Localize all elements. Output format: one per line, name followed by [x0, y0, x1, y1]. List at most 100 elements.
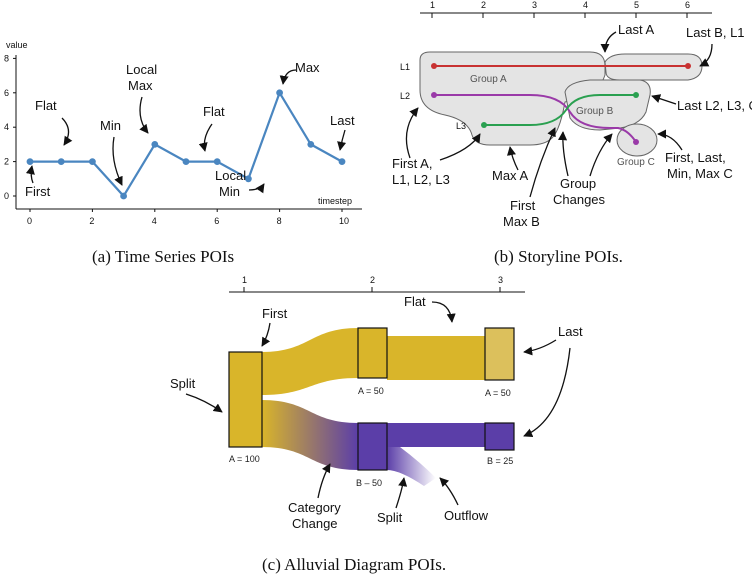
sl-group-b	[564, 79, 651, 131]
ts-data-point	[89, 158, 96, 166]
sl-ann-first-last-c-2: Min, Max C	[667, 166, 733, 181]
al-tick-label: 2	[370, 275, 375, 285]
ts-data-point	[338, 158, 346, 166]
caption-b: (b) Storyline POIs.	[494, 247, 623, 266]
sl-arrow-first-a-2	[439, 133, 481, 161]
sl-arrow-group-changes-1	[558, 131, 569, 177]
ts-arrow-first	[25, 165, 35, 184]
al-ann-category-1: Category	[288, 500, 341, 515]
sl-tick-label: 1	[430, 0, 435, 10]
ts-data-point	[307, 141, 315, 148]
ts-y-tick-label: 2	[4, 157, 9, 167]
sl-point-l3-end	[633, 92, 639, 98]
ts-arrow-last	[337, 129, 347, 151]
ts-ann-localmax-1: Local	[126, 62, 157, 77]
al-ann-split2: Split	[377, 510, 403, 525]
ts-y-tick-label: 6	[4, 88, 9, 98]
al-axis-ticks: 1 2 3	[242, 275, 503, 292]
sl-ann-first-a-1: First A,	[392, 156, 432, 171]
al-arrow-category	[317, 463, 331, 499]
ts-data-point	[120, 192, 127, 200]
sl-group-label-a: Group A	[470, 74, 507, 85]
sl-arrow-group-changes-2	[589, 133, 613, 177]
ts-x-tick-label: 0	[27, 216, 32, 226]
al-arrow-first	[261, 322, 271, 347]
ts-points	[26, 89, 346, 200]
al-arrow-outflow	[439, 477, 459, 506]
ts-data-point	[276, 89, 283, 97]
sl-arrow-first-last-c	[657, 129, 683, 151]
ts-ann-flat1: Flat	[35, 98, 57, 113]
al-arrow-last-2	[523, 347, 571, 438]
al-node-1	[228, 351, 263, 448]
ts-ann-first: First	[25, 184, 51, 199]
al-ann-category-2: Change	[292, 516, 338, 531]
ts-arrow-localmax	[139, 96, 149, 134]
al-tick-label: 3	[498, 275, 503, 285]
sl-ann-group-changes-1: Group	[560, 176, 596, 191]
ts-ann-last: Last	[330, 113, 355, 128]
sl-point-l1-end	[685, 63, 691, 69]
sl-arrow-last-l2	[651, 94, 677, 105]
ts-x-ticks: 0 2 4 6 8 10	[27, 209, 349, 226]
sl-ann-last-a: Last A	[618, 22, 654, 37]
sl-point-l2-start	[431, 92, 437, 98]
al-label-n1: A = 100	[229, 454, 260, 464]
al-ann-outflow: Outflow	[444, 508, 489, 523]
al-node-3a	[484, 327, 515, 381]
ts-ann-flat2: Flat	[203, 104, 225, 119]
sl-point-l2-end	[633, 139, 639, 145]
sl-arrow-max-a	[506, 146, 519, 171]
ts-x-tick-label: 8	[277, 216, 282, 226]
sl-tick-label: 2	[481, 0, 486, 10]
sl-ann-first-last-c-1: First, Last,	[665, 150, 726, 165]
al-arrow-flat	[431, 301, 456, 323]
ts-y-ticks: 0 2 4 6 8	[4, 53, 16, 201]
ts-arrow-max	[279, 69, 297, 85]
ts-ann-localmin-1: Local	[215, 168, 246, 183]
ts-y-tick-label: 4	[4, 122, 9, 132]
ts-data-point	[182, 158, 190, 166]
ts-ann-localmin-2: Min	[219, 184, 240, 199]
sl-arrow-first-max-b	[529, 127, 556, 198]
ts-data-point	[151, 141, 159, 148]
sl-point-l1-start	[431, 63, 437, 69]
al-arrow-split1	[185, 393, 223, 413]
ts-data-point	[26, 158, 34, 166]
sl-label-l2: L2	[400, 91, 410, 101]
al-node-2b	[357, 422, 388, 471]
al-flow-outflow	[387, 447, 436, 486]
al-node-2a	[357, 327, 388, 379]
al-node-3b	[484, 422, 515, 451]
ts-data-point	[245, 175, 252, 183]
sl-group-label-b: Group B	[576, 106, 614, 117]
sl-ann-first-a-2: L1, L2, L3	[392, 172, 450, 187]
al-ann-first: First	[262, 306, 288, 321]
sl-tick-label: 5	[634, 0, 639, 10]
sl-ann-first-max-b-2: Max B	[503, 214, 540, 229]
sl-label-l3: L3	[456, 121, 466, 131]
al-flow-category-change	[262, 400, 358, 470]
ts-data-point	[57, 158, 65, 166]
al-flow-split	[387, 423, 485, 447]
al-label-n2a: A = 50	[358, 386, 384, 396]
al-label-n3a: A = 50	[485, 388, 511, 398]
ts-y-tick-label: 8	[4, 53, 9, 63]
al-arrow-last-1	[523, 339, 557, 356]
al-label-n2b: B – 50	[356, 478, 382, 488]
sl-tick-label: 3	[532, 0, 537, 10]
sl-point-l3-start	[481, 122, 487, 128]
al-ann-split1: Split	[170, 376, 196, 391]
ts-x-tick-label: 2	[89, 216, 94, 226]
al-flow-flat	[387, 336, 485, 380]
ts-ann-localmax-2: Max	[128, 78, 153, 93]
sl-arrow-last-b	[699, 43, 713, 67]
ts-ann-min: Min	[100, 118, 121, 133]
ts-y-axis-label: value	[6, 40, 28, 50]
sl-arrow-first-a	[405, 107, 419, 159]
sl-arrow-last-a	[600, 31, 617, 53]
